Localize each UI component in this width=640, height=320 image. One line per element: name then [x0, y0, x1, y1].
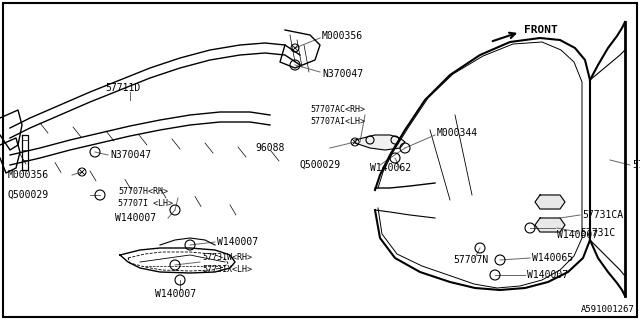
Polygon shape — [355, 135, 405, 150]
Text: N370047: N370047 — [110, 150, 151, 160]
Text: M000356: M000356 — [322, 31, 363, 41]
Polygon shape — [535, 218, 565, 232]
Text: 57711D: 57711D — [105, 83, 140, 93]
Polygon shape — [535, 195, 565, 209]
Text: 57707N: 57707N — [453, 255, 488, 265]
Text: Q500029: Q500029 — [8, 190, 49, 200]
Text: M000356: M000356 — [8, 170, 49, 180]
Text: W140007: W140007 — [155, 289, 196, 299]
Text: W140065: W140065 — [532, 253, 573, 263]
Text: FRONT: FRONT — [524, 25, 557, 35]
Text: 57731W<RH>: 57731W<RH> — [202, 253, 252, 262]
Text: Q500029: Q500029 — [300, 160, 341, 170]
Text: 57707H<RH>: 57707H<RH> — [118, 188, 168, 196]
Text: N370047: N370047 — [322, 69, 363, 79]
Text: 57731CA: 57731CA — [582, 210, 623, 220]
Text: M000344: M000344 — [437, 128, 478, 138]
Text: 57704A: 57704A — [632, 160, 640, 170]
Text: 57707I <LH>: 57707I <LH> — [118, 199, 173, 209]
Text: 57707AC<RH>: 57707AC<RH> — [310, 106, 365, 115]
Text: W140007: W140007 — [527, 270, 568, 280]
Text: W140007: W140007 — [217, 237, 258, 247]
Text: A591001267: A591001267 — [581, 305, 635, 314]
Text: W140062: W140062 — [370, 163, 411, 173]
Text: 57731X<LH>: 57731X<LH> — [202, 266, 252, 275]
Text: W140007: W140007 — [115, 213, 156, 223]
Text: W140007: W140007 — [557, 230, 598, 240]
Text: 57707AI<LH>: 57707AI<LH> — [310, 117, 365, 126]
Text: 57731C: 57731C — [580, 228, 615, 238]
Text: 96088: 96088 — [255, 143, 284, 153]
